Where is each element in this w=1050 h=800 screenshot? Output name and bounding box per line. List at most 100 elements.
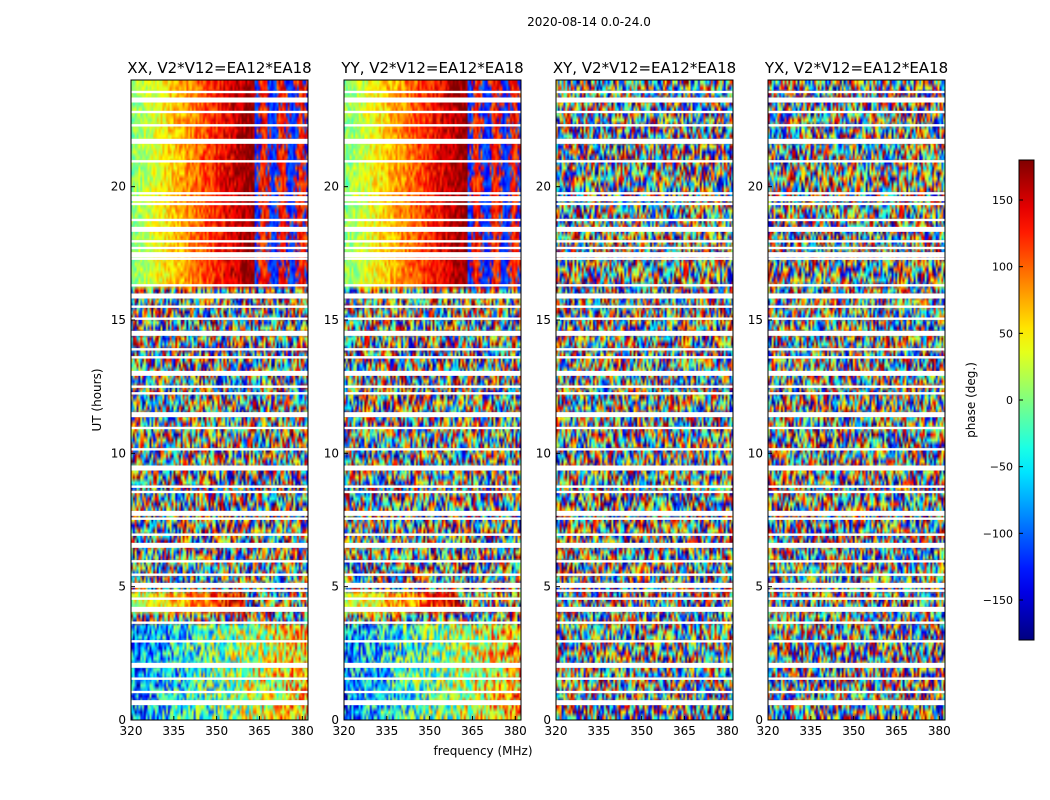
flagged-row [768, 560, 945, 563]
flagged-row [131, 677, 308, 680]
flagged-row [131, 240, 308, 243]
flagged-row [131, 533, 308, 536]
x-tick-label: 365 [673, 724, 696, 738]
x-tick-label: 335 [587, 724, 610, 738]
flagged-row [344, 252, 521, 258]
flagged-row [131, 348, 308, 351]
x-tick-label: 350 [205, 724, 228, 738]
x-tick-label: 380 [928, 724, 951, 738]
y-tick-label: 5 [543, 580, 551, 594]
y-tick-label: 20 [536, 180, 551, 194]
flagged-row [556, 257, 733, 260]
flagged-row [131, 490, 308, 494]
flagged-row [344, 412, 521, 418]
flagged-row [556, 90, 733, 94]
flagged-row [344, 124, 521, 127]
x-tick-label: 335 [799, 724, 822, 738]
flagged-row [344, 90, 521, 94]
flagged-row [344, 257, 521, 260]
flagged-row [768, 202, 945, 206]
flagged-row [344, 356, 521, 359]
x-tick-label: 380 [504, 724, 527, 738]
flagged-row [556, 677, 733, 680]
flagged-row [768, 246, 945, 250]
x-tick-label: 365 [885, 724, 908, 738]
flagged-row [556, 392, 733, 395]
y-tick-label: 15 [748, 313, 763, 327]
flagged-row [344, 392, 521, 395]
flagged-row [556, 160, 733, 163]
plot-frame [767, 79, 946, 721]
x-axis-label: frequency (MHz) [433, 744, 532, 758]
flagged-row [131, 252, 308, 258]
x-tick-label: 365 [461, 724, 484, 738]
colorbar-tick-label: −50 [990, 461, 1013, 474]
x-tick-label: 320 [120, 724, 143, 738]
flagged-row [768, 110, 945, 114]
flagged-row [131, 293, 308, 299]
flagged-row [344, 533, 521, 536]
colorbar-tick-label: 150 [992, 194, 1013, 207]
flagged-row [556, 348, 733, 351]
flagged-row [556, 517, 733, 520]
flagged-row [556, 448, 733, 451]
heatmap-image [768, 80, 945, 720]
flagged-row [768, 606, 945, 612]
flagged-row [344, 700, 521, 706]
flagged-row [344, 485, 521, 488]
flagged-row [768, 385, 945, 388]
flagged-row [556, 293, 733, 299]
flagged-row [556, 640, 733, 643]
flagged-row [344, 690, 521, 694]
flagged-row [768, 465, 945, 471]
flagged-row [556, 412, 733, 418]
flagged-row [768, 138, 945, 144]
y-tick-label: 10 [111, 446, 126, 460]
colorbar-tick-label: −150 [983, 594, 1013, 607]
y-tick-label: 10 [748, 446, 763, 460]
flagged-row [131, 356, 308, 359]
heatmap-image [131, 80, 308, 720]
flagged-row [768, 356, 945, 359]
flagged-row [131, 510, 308, 516]
flagged-row [131, 110, 308, 114]
x-tick-label: 350 [418, 724, 441, 738]
flagged-row [556, 124, 733, 127]
plot-frame [555, 79, 734, 721]
flagged-row [556, 582, 733, 588]
flagged-row [131, 226, 308, 232]
flagged-row [344, 293, 521, 299]
flagged-row [556, 490, 733, 494]
flagged-row [131, 97, 308, 103]
flagged-row [344, 517, 521, 520]
flagged-row [556, 560, 733, 563]
flagged-row [768, 412, 945, 418]
flagged-row [556, 305, 733, 308]
flagged-row [556, 589, 733, 592]
flagged-row [344, 348, 521, 351]
y-tick-label: 0 [331, 713, 339, 727]
flagged-row [344, 110, 521, 114]
flagged-row [768, 597, 945, 600]
flagged-row [344, 490, 521, 494]
y-tick-label: 15 [324, 313, 339, 327]
flagged-row [131, 246, 308, 250]
flagged-row [556, 606, 733, 612]
flagged-row [556, 597, 733, 600]
flagged-row [344, 640, 521, 643]
heatmap-image [556, 80, 733, 720]
y-tick-label: 15 [536, 313, 551, 327]
flagged-row [344, 510, 521, 516]
panel-title: YX, V2*V12=EA12*EA18 [764, 59, 948, 77]
flagged-row [556, 465, 733, 471]
panel-1: XX, V2*V12=EA12*EA18 320 335 350 365 380 0 5 10 1… [111, 59, 314, 738]
colorbar-label: phase (deg.) [964, 362, 978, 438]
flagged-row [556, 330, 733, 336]
colorbar-tick-label: 0 [1006, 394, 1013, 407]
flagged-row [768, 517, 945, 520]
flagged-row [768, 485, 945, 488]
flagged-row [768, 392, 945, 395]
flagged-row [768, 240, 945, 243]
flagged-row [131, 621, 308, 624]
flagged-row [556, 202, 733, 206]
